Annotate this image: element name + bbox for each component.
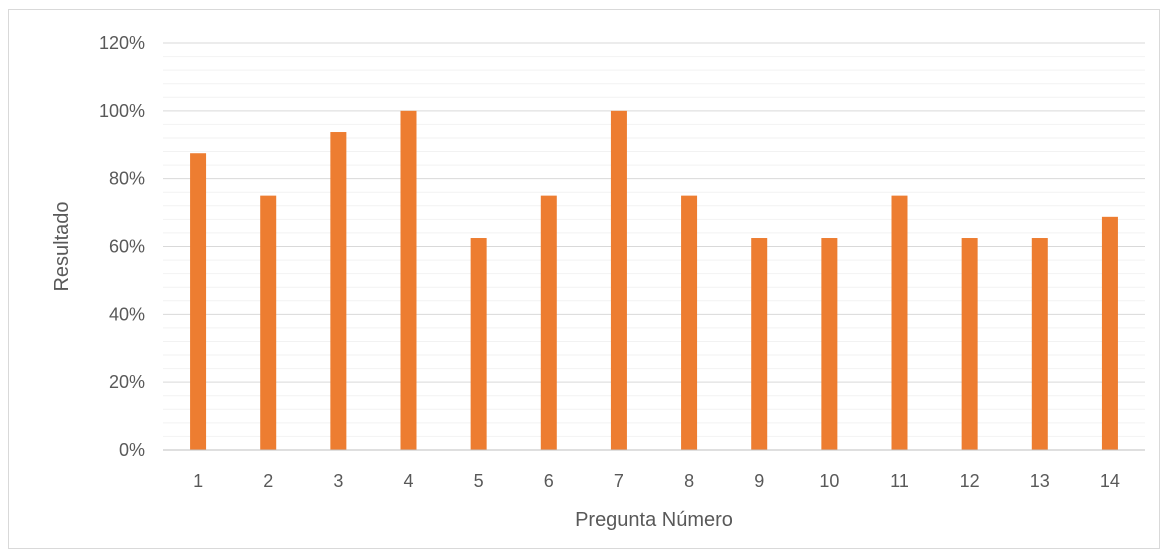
y-axis-title: Resultado bbox=[51, 201, 73, 291]
x-tick-label: 8 bbox=[684, 471, 694, 491]
y-tick-label: 100% bbox=[99, 101, 145, 121]
bar-12 bbox=[961, 238, 978, 450]
x-axis-title: Pregunta Número bbox=[575, 509, 733, 531]
x-axis-tick-labels: 1 2 3 4 5 6 7 8 9 10 11 12 13 14 bbox=[193, 471, 1120, 491]
y-axis-tick-labels: 0% 20% 40% 60% 80% 100% 120% bbox=[99, 33, 145, 460]
x-tick-label: 13 bbox=[1030, 471, 1050, 491]
x-tick-label: 3 bbox=[333, 471, 343, 491]
minor-gridlines bbox=[163, 56, 1145, 437]
y-tick-label: 40% bbox=[109, 304, 145, 324]
bar-13 bbox=[1031, 238, 1048, 450]
x-tick-label: 14 bbox=[1100, 471, 1120, 491]
x-tick-label: 9 bbox=[754, 471, 764, 491]
bar-9 bbox=[751, 238, 768, 450]
bar-1 bbox=[190, 153, 207, 451]
x-tick-label: 7 bbox=[614, 471, 624, 491]
bar-7 bbox=[610, 110, 627, 450]
x-tick-label: 11 bbox=[890, 471, 909, 491]
x-tick-label: 10 bbox=[819, 471, 839, 491]
x-tick-label: 4 bbox=[403, 471, 413, 491]
bar-series bbox=[190, 110, 1118, 451]
bar-2 bbox=[260, 195, 277, 451]
bar-3 bbox=[330, 132, 347, 450]
x-tick-label: 1 bbox=[193, 471, 203, 491]
bar-5 bbox=[470, 238, 487, 450]
major-gridlines bbox=[163, 42, 1145, 383]
x-tick-label: 2 bbox=[263, 471, 273, 491]
bar-4 bbox=[400, 110, 417, 450]
bar-6 bbox=[540, 195, 557, 451]
bar-14 bbox=[1101, 216, 1118, 450]
y-tick-label: 120% bbox=[99, 33, 145, 53]
bar-10 bbox=[821, 238, 838, 450]
bar-8 bbox=[681, 195, 698, 451]
y-tick-label: 0% bbox=[119, 440, 145, 460]
x-tick-label: 12 bbox=[960, 471, 980, 491]
x-tick-label: 5 bbox=[474, 471, 484, 491]
x-tick-label: 6 bbox=[544, 471, 554, 491]
bar-11 bbox=[891, 195, 908, 451]
y-tick-label: 60% bbox=[109, 237, 145, 257]
y-tick-label: 80% bbox=[109, 169, 145, 189]
y-tick-label: 20% bbox=[109, 372, 145, 392]
